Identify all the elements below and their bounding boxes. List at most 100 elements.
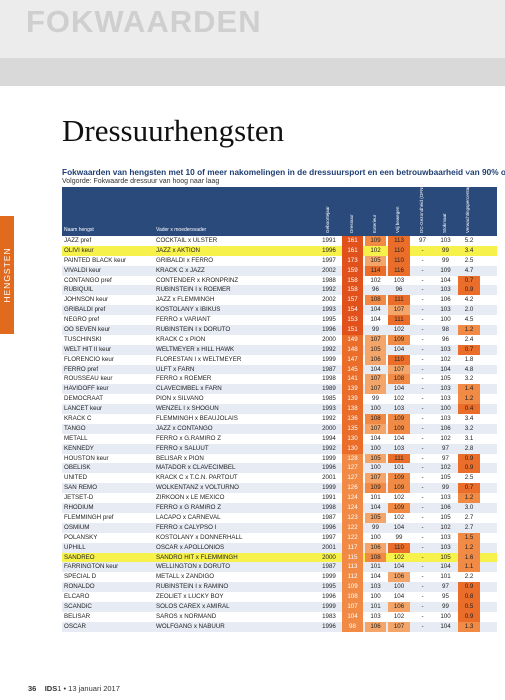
column-header-year: Geboortejaar — [325, 206, 330, 233]
cell-conformation: 103 — [370, 612, 381, 620]
cell-name: ROUSSEAU keur — [64, 375, 113, 383]
section-banner: FOKWAARDEN — [0, 0, 505, 86]
cell-name: JOHNSON keur — [64, 296, 109, 304]
cell-height: 97 — [442, 583, 449, 591]
cell-expectation: 1.5 — [458, 532, 480, 543]
cell-conformation: 105 — [365, 255, 386, 266]
cell-expectation: 0.9 — [458, 463, 480, 474]
cell-name: CONTANGO pref — [64, 276, 112, 284]
cell-year: 2001 — [322, 474, 336, 482]
cell-year: 1999 — [322, 484, 336, 492]
table-row: NEGRO pref FERRO x VARIANT 1995 153 104 111 - 1… — [62, 315, 497, 326]
cell-year: 2002 — [322, 296, 336, 304]
table-row: CONTANGO pref CONTENDER x KRONPRINZ 1988 15… — [62, 275, 497, 286]
cell-name: JETSET-D — [64, 494, 94, 502]
cell-height: 102 — [440, 523, 451, 531]
cell-year: 2000 — [322, 335, 336, 343]
cell-expectation: 3.0 — [464, 504, 474, 512]
cell-height: 97 — [442, 444, 449, 452]
cell-name: TANGO — [64, 424, 86, 432]
cell-health: - — [421, 306, 424, 314]
cell-height: 103 — [440, 395, 451, 403]
cell-movement: 110 — [388, 255, 410, 266]
cell-expectation: 4.2 — [464, 296, 474, 304]
table-row: TANGO JAZZ x CONTANGO 2000 135 107 109 - 106 3.2 — [62, 423, 497, 434]
cell-conformation: 99 — [372, 523, 379, 531]
cell-conformation: 105 — [365, 344, 386, 355]
cell-conformation: 103 — [370, 583, 381, 591]
cell-dressage: 123 — [342, 512, 363, 523]
cell-health: - — [421, 316, 424, 324]
cell-year: 1987 — [322, 365, 336, 373]
cell-conformation: 99 — [372, 395, 379, 403]
cell-sire: WOLKENTANZ x VOLTURNO — [156, 484, 239, 492]
cell-year: 1991 — [322, 494, 336, 502]
cell-sire: FERRO x SALUUT — [156, 444, 209, 452]
cell-expectation: 2.4 — [464, 335, 474, 343]
cell-dressage: 141 — [342, 374, 363, 385]
table-row: VIVALDI keur KRACK C x JAZZ 2002 159 114 116 -… — [62, 265, 497, 276]
cell-dressage: 108 — [342, 592, 363, 602]
cell-year: 2000 — [322, 553, 336, 561]
table-row: OLIVI keur JAZZ x AKTION 1996 161 102 110 - 99 3… — [62, 245, 497, 256]
column-header-expectation: Verwachtingspercentage met dressuurpredi… — [465, 135, 470, 233]
cell-movement: 107 — [388, 305, 410, 316]
cell-name: RUBIQUIL — [64, 286, 94, 294]
cell-height: 100 — [440, 405, 451, 413]
cell-year: 1999 — [322, 355, 336, 363]
cell-name: PAINTED BLACK keur — [64, 256, 127, 264]
cell-year: 1992 — [322, 415, 336, 423]
cell-movement: 107 — [388, 364, 410, 375]
cell-sire: FERRO x VARIANT — [156, 316, 211, 324]
cell-conformation: 109 — [365, 483, 386, 494]
cell-movement: 104 — [393, 345, 405, 353]
table-row: TUSCHINSKI KRACK C x PION 2000 149 107 109 - 96… — [62, 334, 497, 345]
cell-dressage: 158 — [342, 285, 363, 296]
table-row: POLANSKY KOSTOLANY x DONNERHALL 1997 122 100… — [62, 532, 497, 543]
cell-movement: 109 — [388, 483, 410, 494]
cell-sire: FLEMMINGH x BEAUJOLAIS — [156, 415, 238, 423]
cell-expectation: 0.9 — [458, 582, 480, 593]
article-subtitle: Fokwaarden van hengsten met 10 of meer n… — [62, 167, 505, 177]
cell-height: 98 — [442, 326, 449, 334]
cell-name: FLORENCIO keur — [64, 355, 114, 363]
cell-sire: ZEOLIET x LUCKY BOY — [156, 593, 224, 601]
table-row: FARRINGTON keur WELLINGTON x DORUTO 1987 11… — [62, 562, 497, 573]
cell-conformation: 106 — [365, 354, 386, 365]
cell-conformation: 108 — [365, 414, 386, 424]
cell-height: 109 — [440, 266, 451, 274]
cell-sire: ZIRKOON x LE MEXICO — [156, 494, 225, 502]
table-row: LANCET keur WENZEL I x SHOGUN 1993 138 100 10… — [62, 404, 497, 415]
cell-movement: 104 — [393, 523, 405, 531]
table-row: FLEMMINGH pref LACAPO x CARNEVAL 1987 123 10… — [62, 512, 497, 523]
column-header-conformation: Exterieur — [372, 214, 377, 233]
cell-name: SAN REMO — [64, 484, 98, 492]
cell-sire: METALL x ZANDIGO — [156, 573, 215, 581]
cell-name: SCANDIC — [64, 602, 92, 610]
cell-expectation: 4.5 — [464, 316, 474, 324]
cell-sire: COCKTAIL x ULSTER — [156, 237, 218, 244]
column-header-name: Naam hengst — [64, 227, 94, 233]
cell-expectation: 2.7 — [464, 513, 474, 521]
cell-movement: 102 — [393, 395, 405, 403]
cell-dressage: 104 — [342, 611, 363, 622]
cell-name: HAVIDOFF keur — [64, 385, 109, 393]
cell-year: 1991 — [322, 237, 336, 244]
cell-dressage: 136 — [342, 414, 363, 424]
side-tab: HENGSTEN — [0, 216, 14, 334]
cell-height: 99 — [442, 256, 449, 264]
table-row: KRACK C FLEMMINGH x BEAUJOLAIS 1992 136 108 1… — [62, 414, 497, 424]
cell-height: 97 — [442, 454, 449, 462]
column-header-height: Stokmaat — [442, 213, 447, 233]
cell-year: 1988 — [322, 276, 336, 284]
cell-health: - — [421, 365, 424, 373]
cell-height: 103 — [440, 286, 451, 294]
cell-health: - — [421, 454, 424, 462]
cell-conformation: 104 — [370, 504, 381, 512]
cell-year: 1997 — [322, 256, 336, 264]
cell-expectation: 1.2 — [458, 325, 480, 335]
cell-height: 105 — [440, 513, 451, 521]
table-row: RONALDO RUBINSTEIN I x RAMINO 1995 109 103 10… — [62, 582, 497, 593]
cell-sire: OSCAR x APOLLONIOS — [156, 543, 225, 551]
cell-dressage: 124 — [342, 503, 363, 513]
